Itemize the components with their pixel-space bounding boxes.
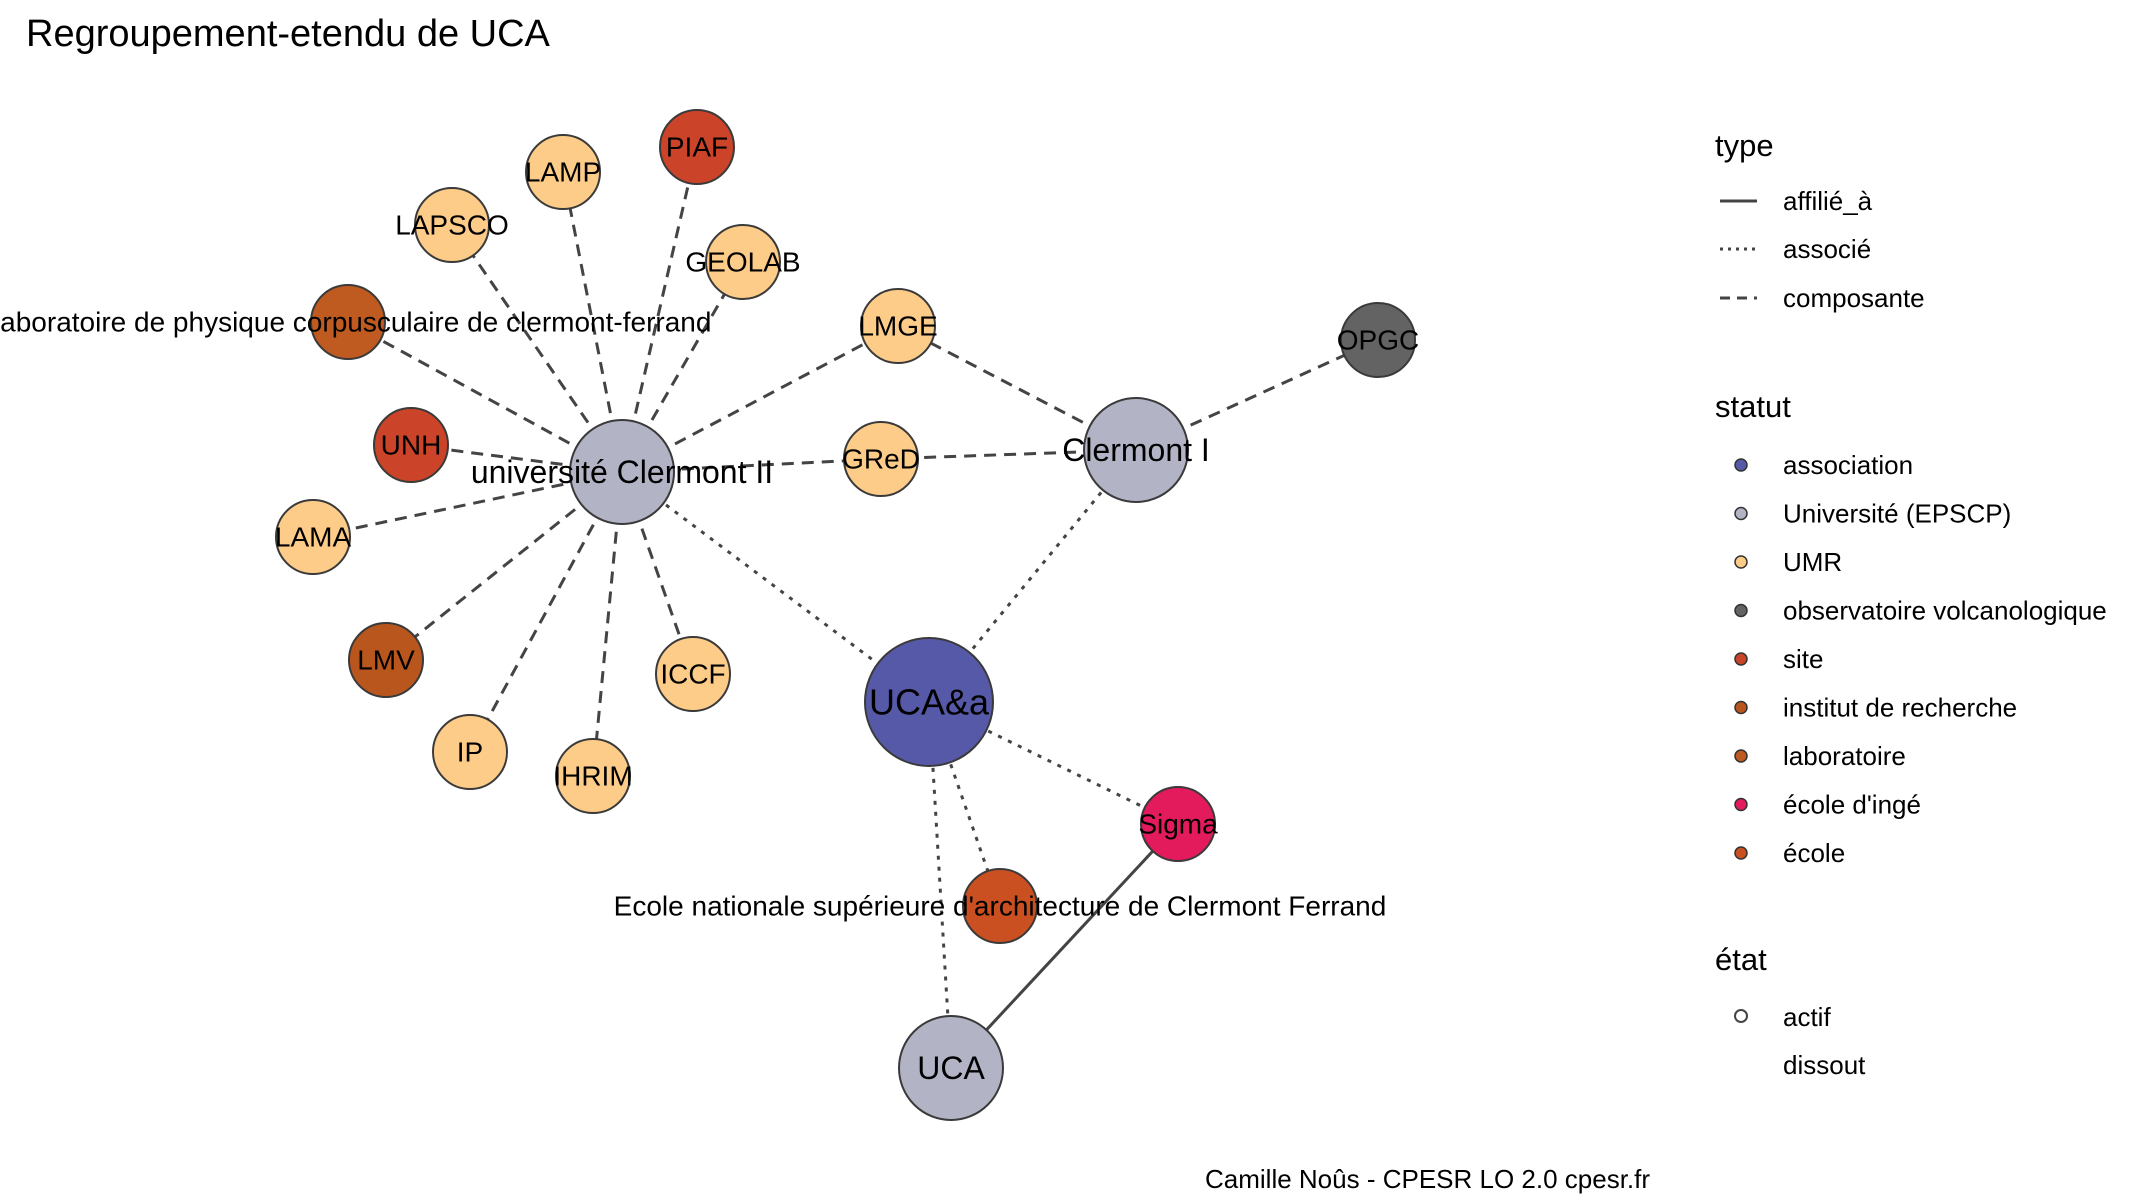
legend-etat-item: dissout: [1783, 1050, 1866, 1080]
node-label-layer: UCA&a université Clermont II Clermont I UCA…: [0, 132, 1419, 1087]
legend-type-item: associé: [1783, 234, 1871, 264]
legend-statut-item: association: [1783, 450, 1913, 480]
legend-type: type affilié_à associé composante: [1715, 128, 1925, 313]
legend-statut-swatch: [1734, 603, 1748, 618]
node-ihrim: [555, 738, 631, 814]
node-sigma: [1140, 786, 1216, 862]
node-label-lamp: LAMP: [525, 157, 601, 188]
legend-statut-item: UMR: [1783, 547, 1842, 577]
edge-clermont2-iccf: [620, 471, 695, 675]
node-uca_a: [864, 637, 994, 767]
node-uca: [898, 1015, 1004, 1121]
node-lpc: [310, 284, 386, 360]
node-ip: [432, 714, 508, 790]
legend-statut-item: site: [1783, 644, 1823, 674]
node-ensa: [962, 868, 1038, 944]
edge-clermont2-lama: [312, 470, 623, 539]
legend-statut-swatch: [1734, 749, 1748, 763]
legend: type affilié_à associé composante statut…: [1715, 128, 2107, 1080]
node-gred: [843, 421, 919, 497]
node-label-lama: LAMA: [275, 522, 352, 553]
node-lapsco: [414, 187, 490, 263]
node-label-sigma: Sigma: [1138, 809, 1218, 840]
legend-statut-item: institut de recherche: [1783, 693, 2017, 723]
node-label-lpc: Laboratoire de physique corpusculaire de…: [0, 307, 711, 338]
node-label-piaf: PIAF: [666, 132, 728, 163]
legend-statut-title: statut: [1715, 389, 1791, 424]
legend-statut-item: école d'ingé: [1783, 790, 1921, 820]
legend-statut-swatch: [1734, 555, 1748, 569]
legend-statut: statut association Université (EPSCP) UMR o…: [1715, 389, 2107, 868]
legend-statut-swatch: [1734, 700, 1748, 715]
node-lama: [275, 499, 351, 575]
legend-statut-swatch: [1734, 797, 1748, 812]
edge-sigma-uca: [949, 822, 1180, 1070]
node-lmv: [348, 622, 424, 698]
legend-open-circle-icon: [1734, 1009, 1748, 1023]
node-label-gred: GReD: [842, 444, 920, 475]
caption: Camille Noûs - CPESR LO 2.0 cpesr.fr: [1205, 1164, 1650, 1194]
legend-statut-swatch: [1734, 458, 1748, 472]
node-label-unh: UNH: [381, 430, 442, 461]
legend-type-item: composante: [1783, 283, 1925, 313]
node-label-uca_a: UCA&a: [869, 682, 990, 723]
node-label-opgc: OPGC: [1337, 325, 1419, 356]
legend-statut-item: laboratoire: [1783, 741, 1906, 771]
legend-statut-item: école: [1783, 838, 1845, 868]
node-geolab: [705, 224, 781, 300]
node-label-geolab: GEOLAB: [685, 247, 800, 278]
node-clermont1: [1083, 397, 1189, 503]
edge-clermont2-piaf: [620, 146, 699, 473]
edge-clermont2-ip: [468, 471, 624, 753]
node-label-ensa: Ecole nationale supérieure d'architectur…: [614, 891, 1387, 922]
node-iccf: [655, 636, 731, 712]
node-label-clermont1: Clermont I: [1062, 432, 1210, 468]
node-unh: [373, 407, 449, 483]
legend-type-item: affilié_à: [1783, 186, 1873, 216]
node-label-clermont2: université Clermont II: [471, 454, 773, 490]
node-label-lmv: LMV: [357, 645, 415, 676]
edge-clermont2-lpc: [347, 320, 623, 474]
legend-statut-swatch: [1734, 846, 1748, 860]
legend-etat: état actif dissout: [1715, 942, 1866, 1080]
node-label-uca: UCA: [917, 1050, 985, 1086]
legend-statut-item: Université (EPSCP): [1783, 499, 2011, 529]
legend-statut-swatch: [1734, 652, 1748, 666]
node-clermont2: [569, 419, 675, 525]
legend-type-title: type: [1715, 128, 1774, 163]
legend-etat-title: état: [1715, 942, 1767, 977]
node-lmge: [860, 288, 936, 364]
edge-clermont2-lmge: [621, 324, 899, 474]
chart-title: Regroupement-etendu de UCA: [26, 13, 551, 55]
legend-statut-item: observatoire volcanologique: [1783, 596, 2107, 626]
node-piaf: [659, 109, 735, 185]
node-label-ip: IP: [457, 737, 483, 768]
edge-layer: [312, 146, 1379, 1070]
legend-statut-swatch: [1734, 506, 1748, 521]
node-label-lmge: LMGE: [858, 311, 937, 342]
node-label-ihrim: IHRIM: [553, 761, 632, 792]
node-label-lapsco: LAPSCO: [395, 210, 509, 241]
node-lamp: [525, 134, 601, 210]
node-label-iccf: ICCF: [660, 659, 725, 690]
legend-etat-item: actif: [1783, 1002, 1831, 1032]
edge-clermont2-unh: [410, 443, 623, 474]
node-layer: [275, 109, 1416, 1121]
node-opgc: [1340, 302, 1416, 378]
